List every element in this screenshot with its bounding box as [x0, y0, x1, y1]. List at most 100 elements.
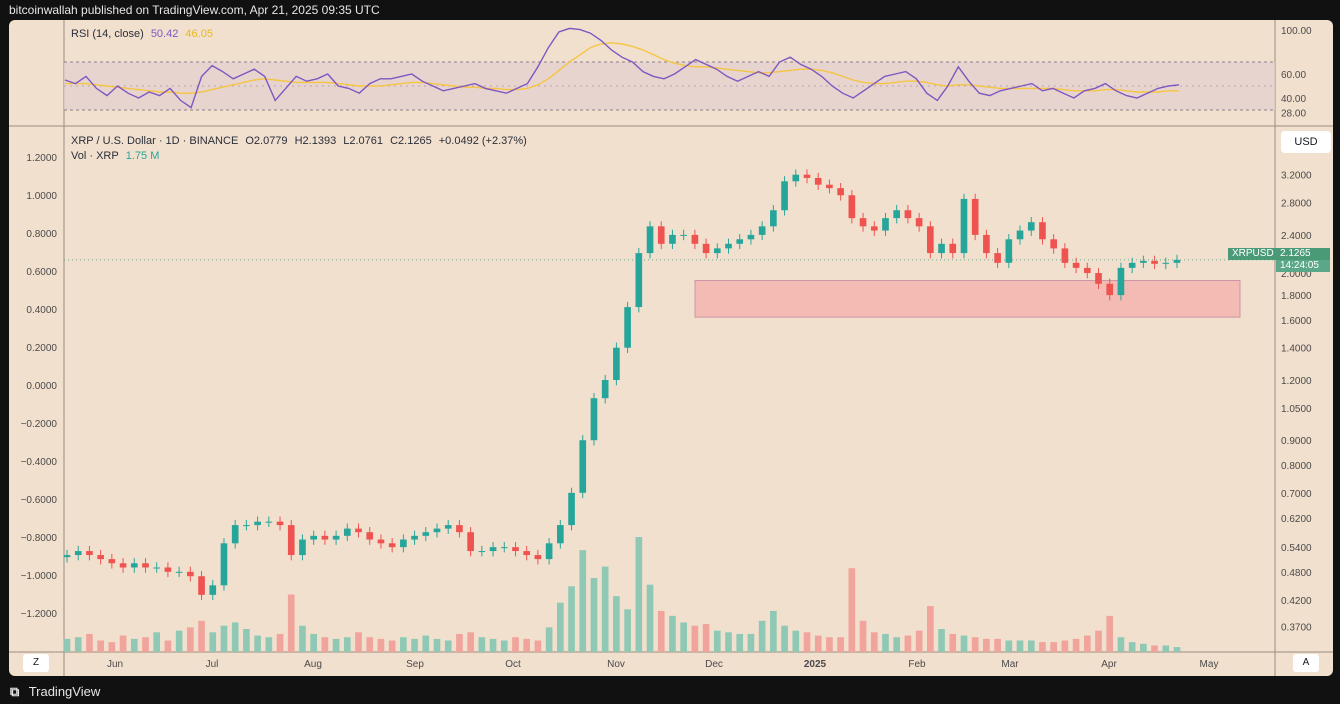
- rsi-tick-label: 40.00: [1281, 94, 1306, 105]
- candle-body: [142, 563, 149, 568]
- candle-body: [1173, 259, 1181, 263]
- time-tick-label: Jul: [206, 659, 219, 670]
- price-tick-label: 0.7000: [1281, 489, 1312, 500]
- candle-body: [590, 398, 598, 441]
- price-tick-label: 0.5400: [1281, 543, 1312, 554]
- candle-body: [792, 174, 800, 182]
- volume-bar: [601, 566, 609, 652]
- candle-body: [198, 576, 205, 595]
- volume-legend-value: 1.75 M: [125, 150, 160, 162]
- rsi-legend-value: 50.42: [150, 28, 179, 40]
- candle-body: [187, 571, 194, 577]
- volume-bar: [142, 637, 149, 652]
- time-tick-label: May: [1200, 659, 1219, 670]
- candle-body: [523, 551, 531, 556]
- volume-bar: [669, 615, 676, 652]
- volume-bar: [747, 633, 755, 652]
- volume-bar: [736, 633, 744, 652]
- auto-scale-button[interactable]: A: [1293, 654, 1319, 672]
- candle-body: [332, 535, 340, 540]
- volume-bar: [1072, 638, 1080, 652]
- candle-body: [321, 535, 329, 540]
- candle-body: [265, 521, 273, 523]
- candle-body: [388, 543, 396, 548]
- candle-body: [175, 571, 183, 573]
- footer-brand-label: TradingView: [28, 684, 101, 699]
- currency-button[interactable]: USD: [1281, 131, 1331, 153]
- publish-header: bitcoinwallah published on TradingView.c…: [9, 3, 380, 17]
- volume-bar: [713, 630, 721, 652]
- left-scale-tick-label: −1.0000: [21, 571, 58, 582]
- volume-bar: [1095, 630, 1102, 652]
- candle-body: [904, 210, 912, 219]
- candle-body: [702, 243, 710, 254]
- candle-body: [467, 532, 474, 552]
- candle-body: [97, 555, 104, 560]
- candle-body: [613, 347, 620, 380]
- volume-bar: [377, 638, 385, 652]
- volume-bar: [893, 637, 901, 652]
- candle-body: [781, 181, 788, 211]
- candle-body: [814, 177, 822, 185]
- candle-body: [1005, 239, 1013, 263]
- volume-bar: [1106, 615, 1114, 652]
- price-tick-label: 2.0000: [1281, 269, 1312, 280]
- candle-body: [557, 525, 564, 544]
- time-tick-label: Feb: [908, 659, 926, 670]
- candle-body: [377, 539, 385, 544]
- volume-bar: [657, 610, 665, 652]
- volume-bar: [388, 640, 396, 652]
- candle-body: [478, 551, 486, 553]
- rsi-legend: RSI (14, close) 50.42 46.05: [71, 28, 217, 40]
- volume-bar: [467, 632, 474, 652]
- candle-body: [254, 521, 261, 526]
- tradingview-logo-icon: ⧉: [10, 684, 20, 699]
- candle-body: [119, 563, 127, 568]
- candle-body: [713, 248, 721, 254]
- left-scale-tick-label: −1.2000: [21, 609, 58, 620]
- left-scale-tick-label: 1.0000: [26, 191, 57, 202]
- rsi-tick-label: 60.00: [1281, 70, 1306, 81]
- volume-bar: [579, 550, 587, 652]
- candle-body: [859, 218, 867, 227]
- time-tick-label: Oct: [505, 659, 521, 670]
- volume-bar: [1061, 640, 1069, 652]
- volume-bar: [444, 640, 452, 652]
- volume-bar: [938, 629, 945, 652]
- symbol-label[interactable]: XRP / U.S. Dollar · 1D · BINANCE: [71, 135, 239, 147]
- volume-bar: [1117, 637, 1125, 652]
- volume-bar: [646, 584, 654, 652]
- candle-body: [747, 234, 755, 240]
- price-tick-label: 1.4000: [1281, 344, 1312, 355]
- candle-body: [1106, 283, 1114, 296]
- volume-bar: [243, 629, 250, 652]
- candle-body: [1151, 260, 1158, 264]
- zoom-toggle-button[interactable]: Z: [23, 654, 49, 672]
- volume-bar: [1128, 642, 1136, 652]
- volume-bar: [1162, 645, 1170, 652]
- chart-frame[interactable]: 100.00 60.00 40.00 28.00 3.2000 2.8000 2.4000 2…: [9, 20, 1333, 676]
- time-tick-label: Mar: [1001, 659, 1019, 670]
- volume-bar: [108, 642, 116, 652]
- price-tick-label: 0.9000: [1281, 436, 1312, 447]
- volume-bar: [870, 632, 878, 652]
- chart-canvas[interactable]: 100.00 60.00 40.00 28.00 3.2000 2.8000 2.4000 2…: [9, 20, 1333, 676]
- volume-bar: [971, 637, 979, 652]
- rsi-tick-label: 100.00: [1281, 26, 1312, 37]
- countdown-badge: 14:24:05: [1276, 260, 1330, 272]
- last-price-badge: 2.1265: [1276, 248, 1330, 260]
- candle-body: [725, 243, 732, 249]
- volume-bar: [702, 624, 710, 652]
- volume-bar: [983, 638, 990, 652]
- left-scale-tick-label: 1.2000: [26, 153, 57, 164]
- volume-bar: [97, 640, 104, 652]
- candle-body: [770, 210, 777, 227]
- rsi-line: [64, 27, 1180, 109]
- volume-bar: [119, 635, 127, 652]
- last-price-ticker-badge: XRPUSD: [1228, 248, 1278, 260]
- volume-bar: [792, 630, 800, 652]
- candle-body: [736, 239, 744, 244]
- left-scale-tick-label: 0.8000: [26, 229, 57, 240]
- time-tick-label: Apr: [1101, 659, 1117, 670]
- volume-legend-name: Vol · XRP: [71, 150, 119, 162]
